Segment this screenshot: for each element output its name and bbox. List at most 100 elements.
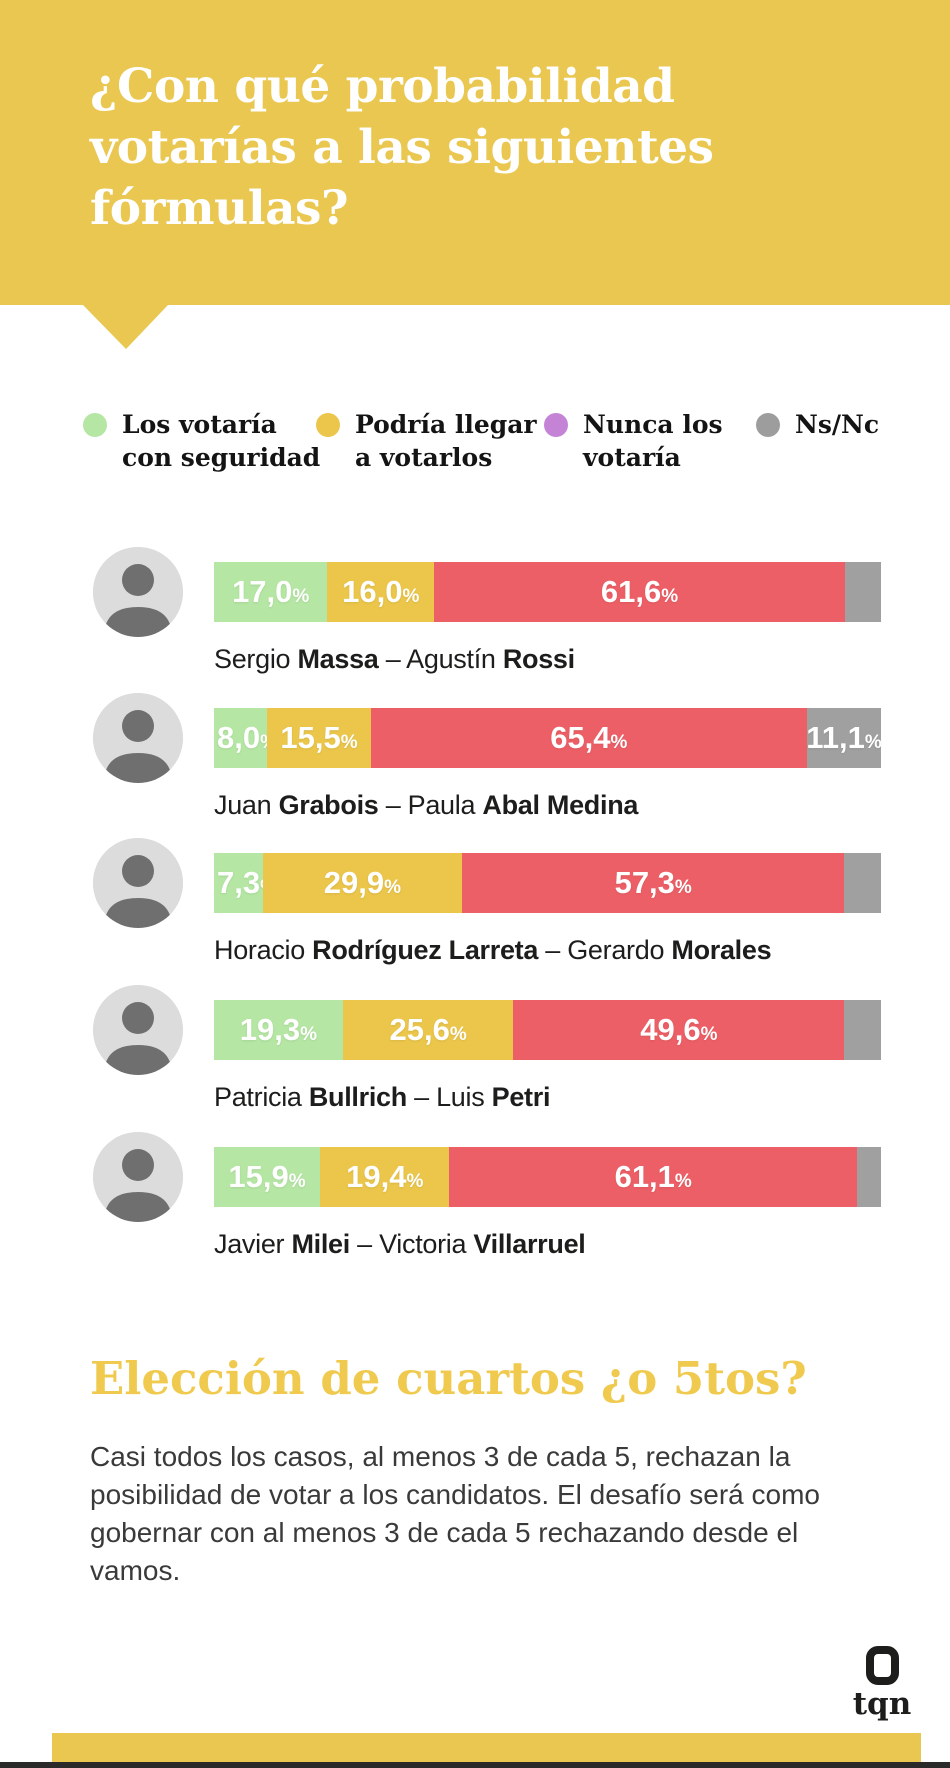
- candidate-row: 15,9% 19,4% 61,1% Javier Milei – Victoria V…: [0, 1132, 950, 1293]
- candidate-name: Javier Milei – Victoria Villarruel: [214, 1229, 586, 1259]
- bar-segment: 11,1%: [806, 708, 882, 768]
- percent-sign: %: [292, 586, 310, 607]
- legend: Los votaría con seguridad Podría llegar a v…: [0, 408, 950, 488]
- bar-segment: 25,6%: [342, 1000, 514, 1060]
- bar-segment: 7,3%: [214, 853, 277, 913]
- segment-value-label: 19,3%: [239, 1012, 317, 1047]
- bar-segment: 49,6%: [513, 1000, 845, 1060]
- candidate-photo: [93, 985, 183, 1075]
- legend-label-line: con seguridad: [122, 443, 321, 472]
- legend-dot-icon: [756, 413, 780, 437]
- segment-value-label: 15,9%: [228, 1159, 306, 1194]
- segment-value-label: 16,0%: [342, 574, 420, 609]
- tqn-logo: tqn: [848, 1646, 916, 1720]
- percent-sign: %: [674, 877, 692, 898]
- segment-value-label: 57,3%: [614, 865, 692, 900]
- bar-segment: 29,9%: [262, 853, 463, 913]
- legend-label-line: votaría: [583, 443, 681, 472]
- legend-label: Los votaría con seguridad: [122, 408, 320, 474]
- bar-segment: 16,0%: [327, 562, 435, 622]
- percent-sign: %: [406, 1171, 424, 1192]
- candidate-photo: [93, 1132, 183, 1222]
- bar-segment: [844, 853, 881, 913]
- percent-sign: %: [610, 732, 628, 753]
- candidate-name: Sergio Massa – Agustín Rossi: [214, 644, 575, 674]
- stacked-bar: 19,3% 25,6% 49,6%: [214, 1000, 881, 1060]
- legend-label-line: a votarlos: [355, 443, 493, 472]
- percent-sign: %: [340, 732, 358, 753]
- candidate-name: Patricia Bullrich – Luis Petri: [214, 1082, 551, 1112]
- logo-text: tqn: [852, 1686, 912, 1722]
- bar-segment: 15,9%: [214, 1147, 321, 1207]
- stacked-bar: 7,3% 29,9% 57,3%: [214, 853, 881, 913]
- legend-item: Los votaría con seguridad: [83, 408, 320, 474]
- speech-bubble-tail: [83, 305, 168, 349]
- person-silhouette-icon: [93, 1132, 183, 1222]
- bar-segment: 61,1%: [449, 1147, 857, 1207]
- percent-sign: %: [384, 877, 402, 898]
- candidate-photo: [93, 547, 183, 637]
- person-silhouette-icon: [93, 693, 183, 783]
- bar-segment: [844, 562, 881, 622]
- person-silhouette-icon: [93, 985, 183, 1075]
- person-silhouette-icon: [93, 547, 183, 637]
- percent-sign: %: [700, 1024, 718, 1045]
- segment-value-label: 61,1%: [614, 1159, 692, 1194]
- legend-item: Podría llegar a votarlos: [316, 408, 537, 474]
- person-silhouette-icon: [93, 838, 183, 928]
- page-title: ¿Con qué probabilidad votarías a las sig…: [90, 59, 714, 236]
- candidate-row: 8,0%15,5% 65,4% 11,1% Juan Grabois – Paula …: [0, 693, 950, 854]
- percent-sign: %: [661, 586, 679, 607]
- bar-segment: 8,0%: [214, 708, 277, 768]
- legend-label: Podría llegar a votarlos: [355, 408, 537, 474]
- percent-sign: %: [288, 1171, 306, 1192]
- bottom-strip: [0, 1762, 950, 1768]
- legend-dot-icon: [316, 413, 340, 437]
- percent-sign: %: [402, 586, 420, 607]
- bar-segment: 57,3%: [462, 853, 845, 913]
- bar-segment: 15,5%: [267, 708, 371, 768]
- bar-segment: 17,0%: [214, 562, 328, 622]
- candidate-row: 7,3% 29,9% 57,3% Horacio Rodríguez Larreta …: [0, 838, 950, 999]
- candidate-name: Horacio Rodríguez Larreta – Gerardo Mora…: [214, 935, 772, 965]
- candidate-photo: [93, 693, 183, 783]
- segment-value-label: 11,1%: [806, 720, 882, 755]
- percent-sign: %: [864, 732, 882, 753]
- section-body: Casi todos los casos, al menos 3 de cada…: [90, 1441, 820, 1586]
- segment-value-label: 25,6%: [389, 1012, 467, 1047]
- legend-label-line: Ns/Nc: [795, 410, 880, 439]
- logo-o-icon: [865, 1646, 899, 1685]
- header: ¿Con qué probabilidad votarías a las sig…: [0, 0, 950, 305]
- segment-value-label: 17,0%: [232, 574, 310, 609]
- bar-segment: 19,3%: [214, 1000, 343, 1060]
- segment-value-label: 19,4%: [346, 1159, 424, 1194]
- section-heading: Elección de cuartos ¿o 5tos?: [90, 1352, 807, 1405]
- legend-item: Ns/Nc: [756, 408, 879, 441]
- stacked-bar: 17,0% 16,0% 61,6%: [214, 562, 881, 622]
- legend-label: Nunca los votaría: [583, 408, 723, 474]
- legend-label: Ns/Nc: [795, 408, 879, 441]
- candidate-row: 19,3% 25,6% 49,6% Patricia Bullrich – Luis …: [0, 985, 950, 1146]
- stacked-bar: 8,0%15,5% 65,4% 11,1%: [214, 708, 882, 768]
- bar-segment: 19,4%: [320, 1147, 450, 1207]
- legend-label-line: Podría llegar: [355, 410, 537, 439]
- legend-dot-icon: [83, 413, 107, 437]
- bar-segment: 61,6%: [434, 562, 845, 622]
- candidate-photo: [93, 838, 183, 928]
- segment-value-label: 49,6%: [640, 1012, 718, 1047]
- bar-segment: [856, 1147, 881, 1207]
- legend-label-line: Los votaría: [122, 410, 277, 439]
- candidate-name: Juan Grabois – Paula Abal Medina: [214, 790, 639, 820]
- legend-label-line: Nunca los: [583, 410, 723, 439]
- candidate-row: 17,0% 16,0% 61,6% Sergio Massa – Agustín Ro…: [0, 547, 950, 708]
- legend-item: Nunca los votaría: [544, 408, 723, 474]
- percent-sign: %: [449, 1024, 467, 1045]
- bar-segment: 65,4%: [370, 708, 807, 768]
- percent-sign: %: [674, 1171, 692, 1192]
- segment-value-label: 65,4%: [550, 720, 628, 755]
- segment-value-label: 15,5%: [280, 720, 358, 755]
- footer-bar: [52, 1733, 921, 1763]
- stacked-bar: 15,9% 19,4% 61,1%: [214, 1147, 881, 1207]
- segment-value-label: 61,6%: [600, 574, 679, 609]
